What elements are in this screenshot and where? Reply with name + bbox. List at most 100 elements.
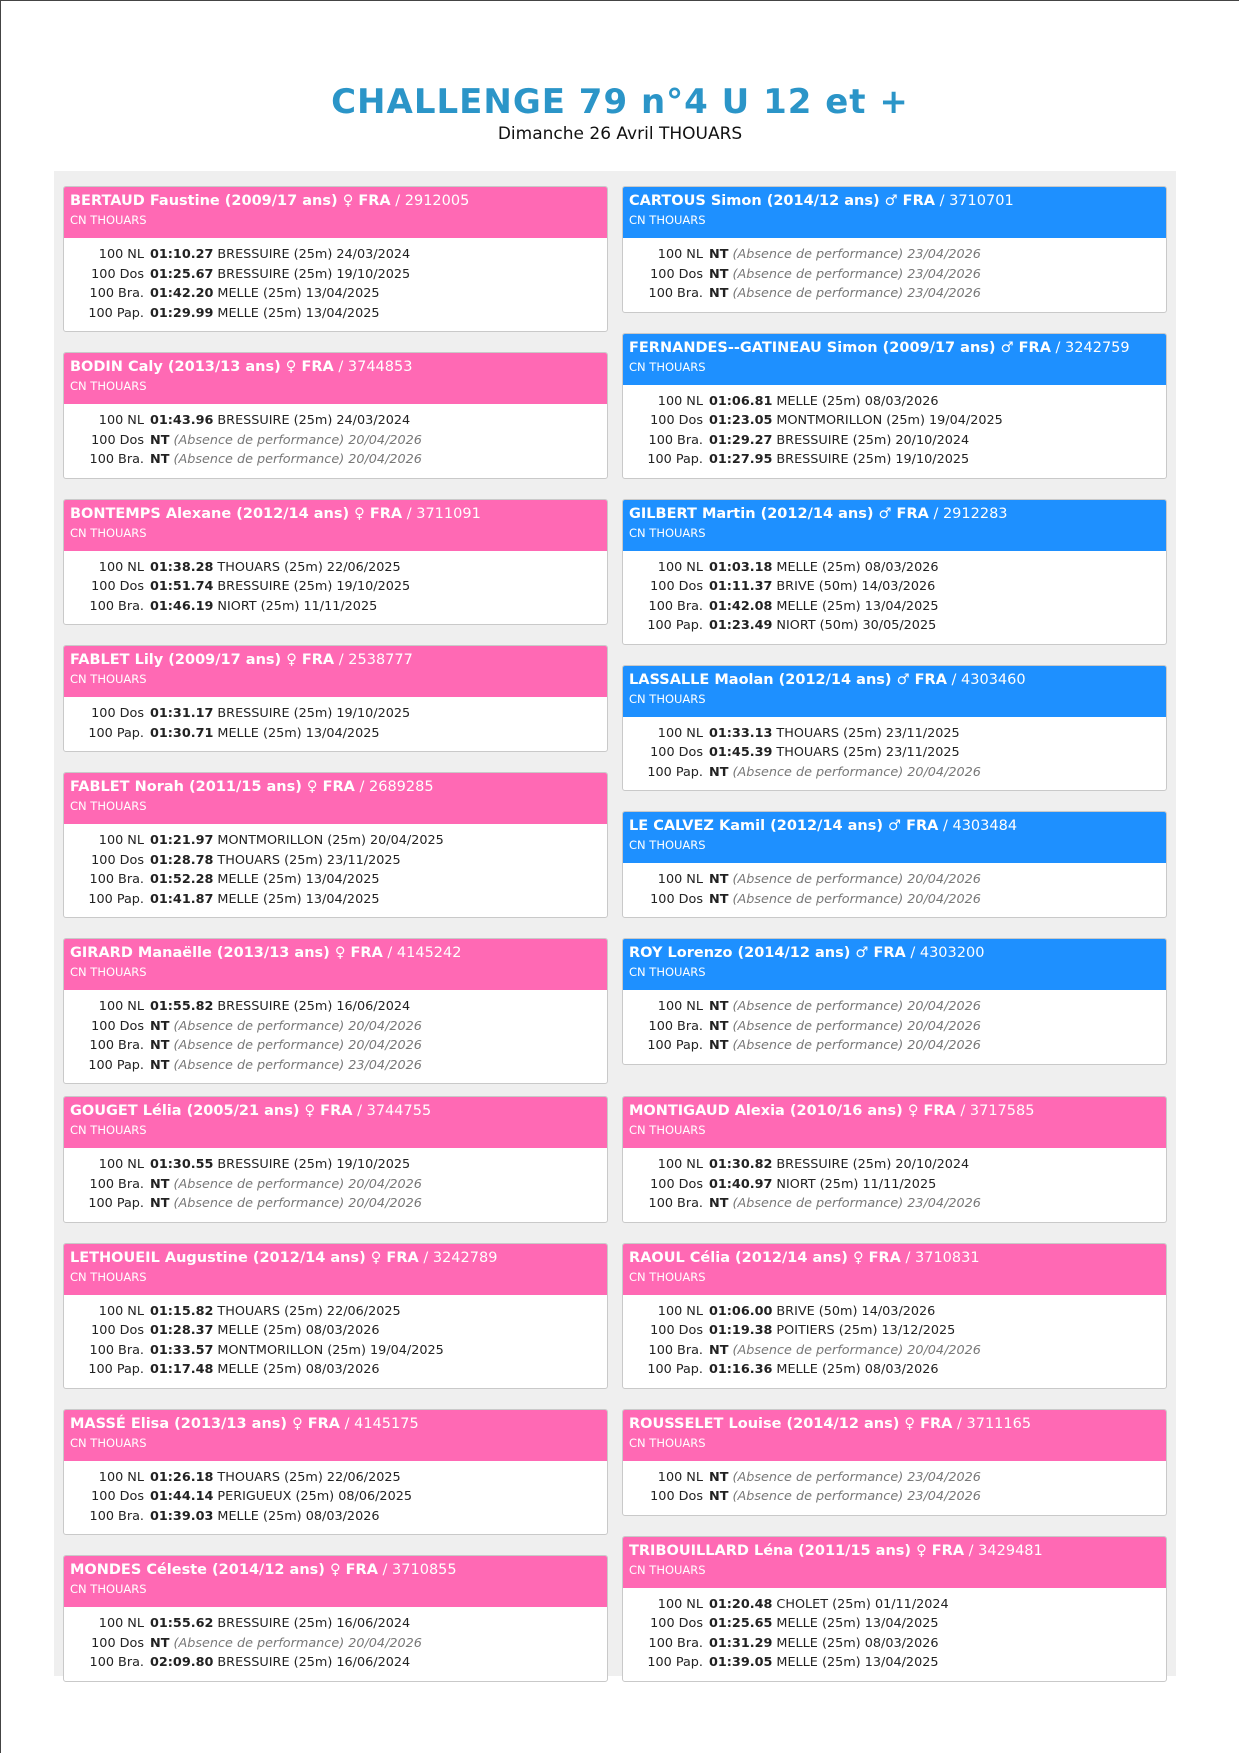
- club: CN THOUARS: [629, 1269, 706, 1284]
- card-header: BONTEMPS Alexane (2012/14 ans) ♀ FRA / 3…: [64, 499, 607, 551]
- subtitle: Dimanche 26 Avril THOUARS: [497, 124, 743, 144]
- result-row: 100 Bra. 01:42.08 MELLE (25m) 13/04/2025: [623, 597, 1166, 617]
- swimmer-line: RAOUL Célia (2012/14 ans) ♀ FRA / 371083…: [629, 1250, 1160, 1266]
- event: 100 Bra.: [89, 1176, 144, 1192]
- time: 01:29.99: [150, 305, 214, 321]
- performance-detail: MONTMORILLON (25m) 19/04/2025: [776, 413, 1003, 428]
- result-row: 100 Pap. 01:29.99 MELLE (25m) 13/04/2025: [64, 304, 607, 324]
- absence-note: (Absence de performance): [732, 1038, 904, 1053]
- result-row: 100 NL 01:38.28 THOUARS (25m) 22/06/2025: [64, 558, 607, 578]
- time: 01:19.38: [709, 1323, 773, 1338]
- result-row: 100 NL NT (Absence de performance) 20/04/20…: [623, 870, 1166, 890]
- swimmer-card: ROUSSELET Louise (2014/12 ans) ♀ FRA / 3…: [622, 1408, 1167, 1516]
- event: 100 Pap.: [647, 764, 703, 780]
- time: 01:11.37: [709, 579, 773, 594]
- license: / 3710831: [905, 1249, 980, 1266]
- club: CN THOUARS: [70, 1582, 147, 1596]
- result-row: 100 Bra. 01:46.19 NIORT (25m) 11/11/2025: [64, 597, 607, 617]
- card-body: 100 NL 01:26.18 THOUARS (25m) 22/06/2025 10…: [64, 1461, 607, 1535]
- performance-detail: BRESSUIRE (25m) 16/06/2024: [217, 999, 411, 1014]
- swimmer-name: CARTOUS Simon (2014/12 ans) ♂ FRA: [629, 193, 935, 209]
- license: / 2912005: [395, 193, 470, 209]
- swimmer-line: LETHOUEIL Augustine (2012/14 ans) ♀ FRA …: [70, 1250, 601, 1266]
- club: CN THOUARS: [70, 1123, 147, 1137]
- result-row: 100 Pap. 01:17.48 MELLE (25m) 08/03/2026: [64, 1360, 607, 1380]
- result-row: 100 NL 01:06.81 MELLE (25m) 08/03/2026: [623, 392, 1166, 412]
- result-row: 100 NL 01:21.97 MONTMORILLON (25m) 20/04/2…: [64, 831, 607, 851]
- result-row: 100 Dos 01:40.97 NIORT (25m) 11/11/2025: [623, 1175, 1166, 1195]
- event: 100 Dos: [91, 1018, 144, 1034]
- swimmer-card: LASSALLE Maolan (2012/14 ans) ♂ FRA / 43…: [622, 664, 1167, 791]
- result-row: 100 Dos 01:25.65 MELLE (25m) 13/04/2025: [623, 1614, 1166, 1634]
- time: 01:27.95: [709, 452, 773, 467]
- event: 100 Dos: [91, 1635, 144, 1651]
- club: CN THOUARS: [70, 672, 147, 686]
- absence-date: 20/04/2026: [348, 1018, 422, 1034]
- license: / 4303484: [942, 818, 1018, 834]
- time: NT: [709, 891, 729, 907]
- absence-date: 20/04/2026: [907, 1038, 981, 1053]
- result-row: 100 Bra. 01:29.27 BRESSUIRE (25m) 20/10/20…: [623, 431, 1166, 451]
- swimmer-line: LASSALLE Maolan (2012/14 ans) ♂ FRA / 43…: [629, 672, 1160, 688]
- swimmer-name: LE CALVEZ Kamil (2012/14 ans) ♂ FRA: [629, 818, 939, 834]
- result-row: 100 Dos NT (Absence de performance) 20/04/2…: [64, 431, 607, 451]
- result-row: 100 Dos 01:28.37 MELLE (25m) 08/03/2026: [64, 1321, 607, 1341]
- event: 100 Pap.: [647, 618, 703, 633]
- event: 100 Dos: [650, 1616, 703, 1631]
- card-body: 100 NL NT (Absence de performance) 23/04/20…: [623, 1461, 1166, 1515]
- swimmer-card: TRIBOUILLARD Léna (2011/15 ans) ♀ FRA / …: [622, 1535, 1167, 1682]
- event: 100 NL: [98, 247, 144, 262]
- absence-note: (Absence de performance): [173, 1038, 345, 1053]
- time: NT: [709, 764, 729, 780]
- time: 01:33.13: [709, 725, 773, 741]
- card-body: 100 NL 01:30.55 BRESSUIRE (25m) 19/10/2025…: [64, 1148, 607, 1222]
- card-header: ROY Lorenzo (2014/12 ans) ♂ FRA / 430320…: [623, 939, 1166, 990]
- result-row: 100 NL 01:06.00 BRIVE (50m) 14/03/2026: [623, 1302, 1166, 1322]
- performance-detail: MELLE (25m) 13/04/2025: [217, 872, 380, 887]
- swimmer-name: TRIBOUILLARD Léna (2011/15 ans) ♀ FRA: [629, 1542, 965, 1559]
- club: CN THOUARS: [70, 213, 147, 227]
- swimmer-name: FABLET Lily (2009/17 ans) ♀ FRA: [70, 652, 335, 668]
- swimmer-card: BODIN Caly (2013/13 ans) ♀ FRA / 3744853…: [63, 352, 608, 479]
- event: 100 NL: [98, 833, 144, 848]
- swimmer-card: MONDES Céleste (2014/12 ans) ♀ FRA / 371…: [63, 1555, 608, 1682]
- performance-detail: THOUARS (25m) 23/11/2025: [776, 745, 960, 760]
- performance-detail: MELLE (25m) 08/03/2026: [776, 559, 939, 575]
- absence-date: 20/04/2026: [907, 1342, 981, 1358]
- absence-note: (Absence de performance): [173, 1635, 345, 1651]
- absence-date: 20/04/2026: [907, 999, 981, 1014]
- absence-date: 23/04/2026: [907, 1489, 981, 1504]
- license: / 3429481: [968, 1542, 1043, 1559]
- result-row: 100 Pap. NT (Absence de performance) 20/04/…: [623, 1036, 1166, 1056]
- performance-detail: BRIVE (50m) 14/03/2026: [776, 1303, 936, 1319]
- absence-date: 20/04/2026: [348, 1176, 422, 1192]
- swimmer-name: MASSÉ Elisa (2013/13 ans) ♀ FRA: [70, 1415, 341, 1432]
- result-row: 100 NL 01:43.96 BRESSUIRE (25m) 24/03/2024: [64, 411, 607, 431]
- swimmer-line: CARTOUS Simon (2014/12 ans) ♂ FRA / 3710…: [629, 193, 1160, 209]
- time: NT: [150, 1635, 170, 1651]
- swimmer-card: ROY Lorenzo (2014/12 ans) ♂ FRA / 430320…: [622, 938, 1167, 1065]
- absence-date: 20/04/2026: [348, 1196, 422, 1211]
- event: 100 Bra.: [648, 598, 703, 614]
- time: 01:42.20: [150, 286, 214, 301]
- event: 100 NL: [657, 393, 703, 409]
- swimmer-card: GILBERT Martin (2012/14 ans) ♂ FRA / 291…: [622, 498, 1167, 645]
- result-row: 100 NL 01:30.55 BRESSUIRE (25m) 19/10/2025: [64, 1155, 607, 1175]
- swimmer-line: MONDES Céleste (2014/12 ans) ♀ FRA / 371…: [70, 1562, 601, 1578]
- result-row: 100 Bra. 02:09.80 BRESSUIRE (25m) 16/06/20…: [64, 1653, 607, 1673]
- absence-note: (Absence de performance): [173, 1057, 345, 1073]
- time: 01:30.55: [150, 1157, 214, 1172]
- time: NT: [709, 1469, 729, 1485]
- swimmer-line: FABLET Lily (2009/17 ans) ♀ FRA / 253877…: [70, 652, 601, 668]
- absence-date: 20/04/2026: [907, 891, 981, 907]
- time: 01:20.48: [709, 1596, 773, 1612]
- time: 01:28.78: [150, 852, 214, 868]
- absence-note: (Absence de performance): [732, 1489, 904, 1504]
- absence-note: (Absence de performance): [732, 1196, 904, 1211]
- result-row: 100 NL 01:30.82 BRESSUIRE (25m) 20/10/2024: [623, 1155, 1166, 1175]
- time: NT: [709, 872, 729, 887]
- result-row: 100 Pap. NT (Absence de performance) 20/04/…: [623, 763, 1166, 783]
- card-header: LE CALVEZ Kamil (2012/14 ans) ♂ FRA / 43…: [623, 812, 1166, 863]
